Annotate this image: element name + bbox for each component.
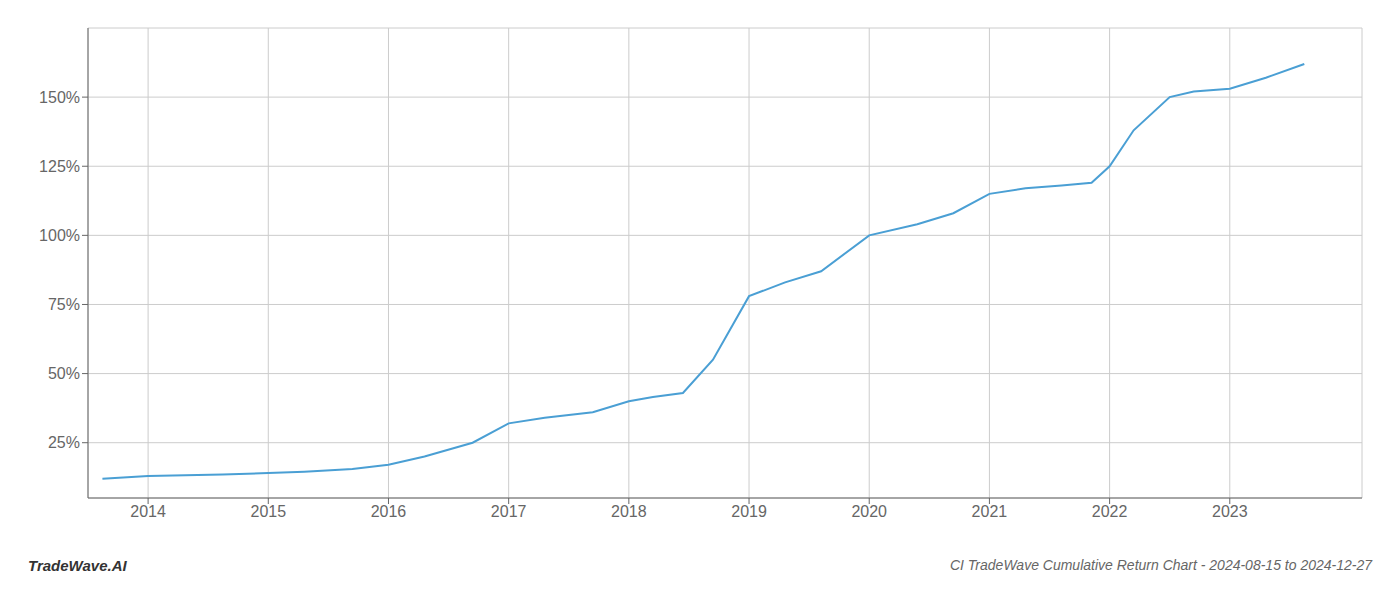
- svg-text:2019: 2019: [731, 503, 767, 520]
- html-text:TradeWave.AI: TradeWave.AI: [28, 556, 127, 574]
- svg-text:2014: 2014: [130, 503, 166, 520]
- svg-text:125%: 125%: [39, 158, 80, 175]
- svg-text:150%: 150%: [39, 89, 80, 106]
- svg-text:2015: 2015: [250, 503, 286, 520]
- svg-text:2022: 2022: [1092, 503, 1128, 520]
- svg-text:2021: 2021: [972, 503, 1008, 520]
- svg-text:100%: 100%: [39, 227, 80, 244]
- svg-text:2020: 2020: [851, 503, 887, 520]
- svg-text:2023: 2023: [1212, 503, 1248, 520]
- svg-text:50%: 50%: [48, 365, 80, 382]
- svg-text:75%: 75%: [48, 296, 80, 313]
- svg-text:25%: 25%: [48, 434, 80, 451]
- html-text:CI TradeWave Cumulative Return: CI TradeWave Cumulative Return Chart - 2…: [950, 557, 1372, 573]
- svg-text:2017: 2017: [491, 503, 527, 520]
- svg-text:2018: 2018: [611, 503, 647, 520]
- svg-text:2016: 2016: [371, 503, 407, 520]
